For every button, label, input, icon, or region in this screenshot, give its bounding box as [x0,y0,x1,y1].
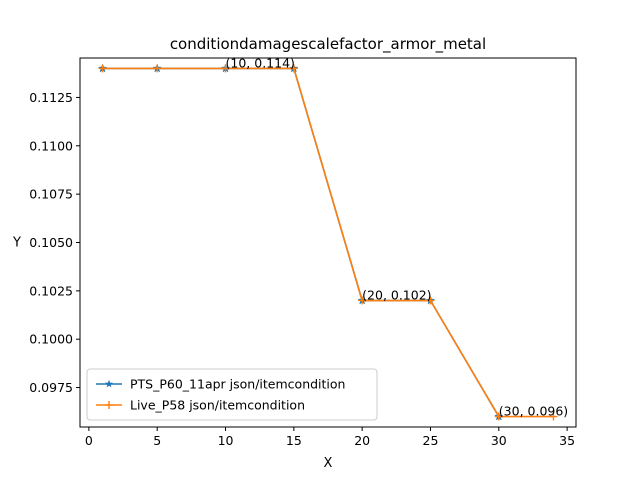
legend-marker [105,401,113,409]
x-tick-label: 25 [423,433,439,448]
y-tick-label: 0.0975 [29,380,73,395]
plot-area: (10, 0.114) (20, 0.102) (30, 0.096) 0 5 10 15 2… [29,55,577,448]
y-tick-label: 0.1000 [29,332,73,347]
y-tick-label: 0.1050 [29,235,73,250]
chart-title: conditiondamagescalefactor_armor_metal [170,35,486,54]
y-tick-label: 0.1100 [29,138,73,153]
data-point [358,296,367,305]
legend-label: PTS_P60_11apr json/itemcondition [130,377,345,392]
data-point [221,64,230,73]
x-tick-label: 15 [286,433,302,448]
annotation-label: (20, 0.102) [362,288,431,303]
legend-item: Live_P58 json/itemcondition [96,398,305,413]
x-tick-label: 10 [218,433,234,448]
x-tick-label: 35 [559,433,575,448]
data-point [98,64,107,73]
legend-item: PTS_P60_11apr json/itemcondition [96,377,345,392]
x-axis-label: X [324,456,333,471]
data-point [289,64,298,73]
x-tick-label: 20 [354,433,370,448]
legend-frame [86,368,378,421]
data-point [426,296,435,305]
series-line [102,67,554,418]
data-point [494,412,503,421]
y-tick-label: 0.1025 [29,283,73,298]
y-axis-label: Y [12,236,21,251]
y-tick-label: 0.1125 [29,90,73,105]
legend: PTS_P60_11apr json/itemcondition Live_P58… [86,368,378,421]
x-tick-label: 0 [85,433,93,448]
x-tick-label: 30 [491,433,507,448]
annotation-label: (30, 0.096) [499,404,568,419]
legend-marker [105,379,113,388]
legend-label: Live_P58 json/itemcondition [130,398,305,413]
data-point [153,64,162,73]
x-tick-label: 5 [153,433,161,448]
y-tick-label: 0.1075 [29,187,73,202]
data-point [549,412,558,421]
series-2 [98,64,558,421]
annotation-label: (10, 0.114) [226,55,295,70]
